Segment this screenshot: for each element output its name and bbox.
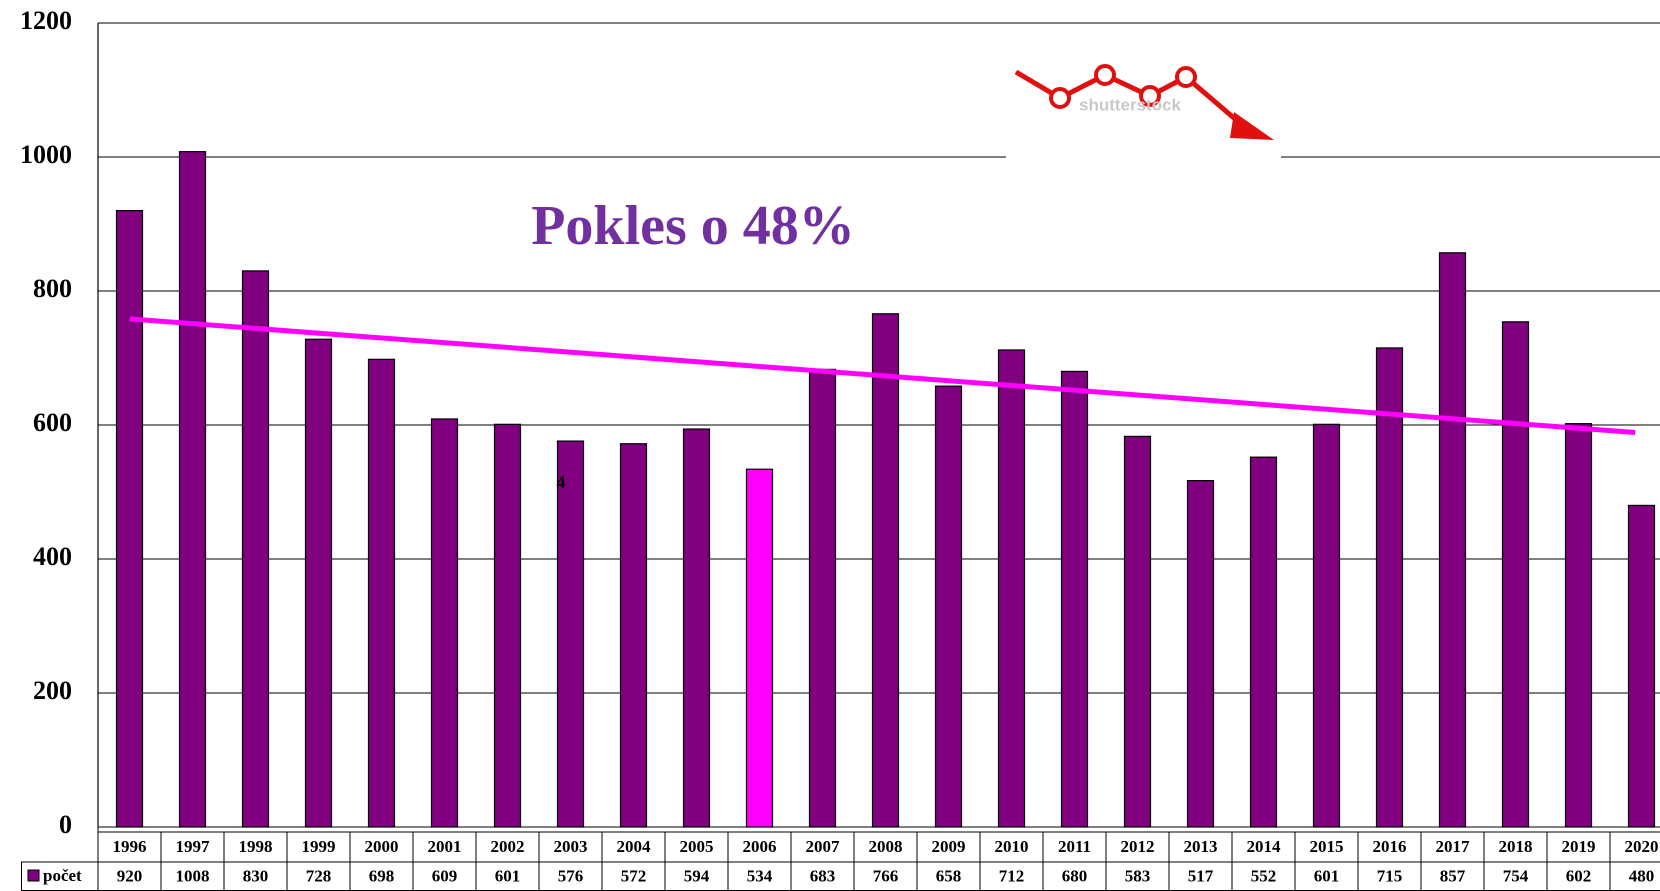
value-cell: 609 (432, 866, 458, 885)
value-cell: 534 (747, 866, 773, 885)
x-tick-label: 1998 (239, 837, 273, 856)
watermark-dot (1175, 66, 1197, 88)
y-tick-label: 1000 (20, 140, 72, 169)
x-tick-label: 2000 (365, 837, 399, 856)
bar (1501, 321, 1530, 828)
bar (1375, 347, 1404, 828)
bar (1186, 480, 1215, 828)
x-tick-label: 2020 (1625, 837, 1659, 856)
x-tick-label: 2016 (1373, 837, 1407, 856)
value-cell: 601 (1314, 866, 1340, 885)
watermark-dot (1139, 85, 1161, 107)
x-tick-label: 2017 (1436, 837, 1471, 856)
x-tick-label: 2010 (995, 837, 1029, 856)
bar (808, 368, 837, 828)
bar (1249, 456, 1278, 828)
value-cell: 698 (369, 866, 395, 885)
bar (1060, 370, 1089, 828)
x-tick-label: 1999 (302, 837, 336, 856)
x-tick-label: 2004 (617, 837, 652, 856)
value-cell: 480 (1629, 866, 1655, 885)
x-tick-label: 2008 (869, 837, 903, 856)
value-cell: 594 (684, 866, 710, 885)
bar (1312, 423, 1341, 828)
value-cell: 766 (873, 866, 899, 885)
bar (367, 358, 396, 828)
x-tick-label: 2012 (1121, 837, 1155, 856)
x-tick-label: 2005 (680, 837, 714, 856)
stray-label: 4 (557, 472, 566, 492)
y-tick-label: 1200 (20, 6, 72, 35)
value-cell: 857 (1440, 866, 1466, 885)
bar (619, 443, 648, 828)
value-cell: 572 (621, 866, 647, 885)
value-cell: 602 (1566, 866, 1592, 885)
bar (997, 349, 1026, 828)
value-cell: 683 (810, 866, 836, 885)
legend-label: počet (43, 866, 82, 885)
bar (556, 440, 585, 828)
y-tick-label: 800 (33, 274, 72, 303)
bar (304, 338, 333, 828)
bar (682, 428, 711, 828)
x-tick-label: 1996 (113, 837, 147, 856)
y-tick-label: 400 (33, 542, 72, 571)
value-cell: 1008 (176, 866, 210, 885)
watermark-arrow (1230, 112, 1274, 140)
y-tick-label: 200 (33, 676, 72, 705)
x-tick-label: 2001 (428, 837, 462, 856)
x-tick-label: 2007 (806, 837, 841, 856)
watermark-text: shutterstock (1079, 95, 1182, 114)
value-cell: 830 (243, 866, 269, 885)
bar (115, 210, 144, 828)
value-cell: 658 (936, 866, 962, 885)
value-cell: 583 (1125, 866, 1151, 885)
bar (1564, 423, 1593, 828)
value-cell: 728 (306, 866, 332, 885)
value-cell: 754 (1503, 866, 1529, 885)
x-tick-label: 2009 (932, 837, 966, 856)
x-tick-label: 2003 (554, 837, 588, 856)
value-cell: 920 (117, 866, 143, 885)
bar (934, 385, 963, 828)
bar (1438, 252, 1467, 828)
x-tick-label: 2011 (1058, 837, 1091, 856)
bar (1123, 435, 1152, 828)
x-tick-label: 2013 (1184, 837, 1218, 856)
watermark-dot (1049, 87, 1071, 109)
bar (1627, 504, 1656, 828)
x-tick-label: 1997 (176, 837, 211, 856)
x-tick-label: 2019 (1562, 837, 1596, 856)
value-cell: 715 (1377, 866, 1403, 885)
legend-swatch (27, 869, 40, 882)
bar (871, 313, 900, 828)
bar (745, 468, 774, 828)
value-cell: 712 (999, 866, 1025, 885)
x-tick-label: 2006 (743, 837, 777, 856)
x-tick-label: 2002 (491, 837, 525, 856)
bar (178, 151, 207, 828)
value-cell: 552 (1251, 866, 1277, 885)
x-tick-label: 2014 (1247, 837, 1282, 856)
y-tick-label: 0 (59, 810, 72, 839)
value-cell: 680 (1062, 866, 1088, 885)
x-tick-label: 2018 (1499, 837, 1533, 856)
annotation: Pokles o 48% (531, 195, 855, 257)
y-tick-label: 600 (33, 408, 72, 437)
value-cell: 517 (1188, 866, 1214, 885)
bar (430, 418, 459, 828)
bar (241, 270, 270, 828)
watermark-dot (1094, 64, 1116, 86)
value-cell: 601 (495, 866, 521, 885)
watermark-image: shutterstock (1006, 62, 1281, 198)
value-cell: 576 (558, 866, 584, 885)
trendline (129, 316, 1636, 436)
bar (493, 423, 522, 828)
x-tick-label: 2015 (1310, 837, 1344, 856)
